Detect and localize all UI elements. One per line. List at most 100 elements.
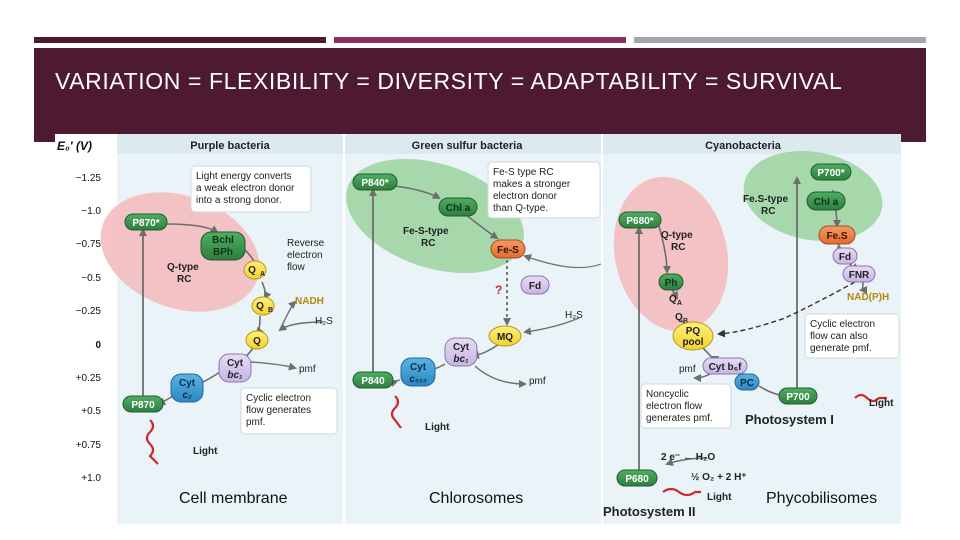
title-banner — [34, 48, 926, 142]
green-note: electron donor — [493, 191, 558, 202]
green-rc-label: Fe-S-type — [403, 226, 449, 237]
p680-label: P680 — [625, 474, 649, 485]
green-sulfur-group: P840* Chl a Fe-S type RC makes a stronge… — [346, 158, 602, 433]
ps1-light-wave — [854, 393, 887, 403]
fnr-label: FNR — [849, 270, 870, 281]
p870-label: P870 — [131, 400, 155, 411]
cyt-c553-label: Cyt — [410, 362, 427, 373]
y-tick: −1.0 — [81, 206, 101, 217]
y-axis: E₀′ (V) −1.25 −1.0 −0.75 −0.5 −0.25 0 +0… — [57, 139, 101, 484]
photosystem-i-label: Photosystem I — [745, 412, 834, 427]
y-tick: −1.25 — [76, 173, 102, 184]
cyano-pmf-label: pmf — [679, 364, 696, 375]
y-tick: 0 — [95, 340, 101, 351]
p680-star-label: P680* — [626, 216, 653, 227]
nadph-label: NAD(P)H — [847, 292, 889, 303]
oxygen-label: ½ O₂ + 2 H⁺ — [691, 472, 747, 483]
photosynthesis-electron-flow-diagram: Purple bacteria Green sulfur bacteria Cy… — [55, 134, 901, 524]
purple-light-wave — [145, 419, 159, 465]
y-tick: −0.25 — [76, 306, 102, 317]
caption-cell-membrane: Cell membrane — [179, 490, 288, 507]
cyt-c2-label: Cyt — [179, 378, 196, 389]
cyt-bc1-label: bc₁ — [227, 370, 243, 381]
green-cyt-bc1-label: Cyt — [453, 342, 470, 353]
nadh-label: NADH — [295, 296, 324, 307]
green-fd-label: Fd — [529, 281, 541, 292]
y-tick: +0.25 — [76, 373, 102, 384]
q-pool-label: Q — [253, 336, 261, 347]
cyano-qa-subscript: A — [677, 300, 682, 307]
mq-label: MQ — [497, 332, 513, 343]
noncyclic-note: electron flow — [646, 401, 703, 412]
green-fes-label: Fe-S — [497, 245, 519, 256]
caption-chlorosomes: Chlorosomes — [429, 490, 524, 507]
y-tick: −0.75 — [76, 239, 102, 250]
cyano-rc-label: RC — [671, 242, 685, 253]
purple-pmf-label: pmf — [299, 364, 316, 375]
cyano-qa-label: Q — [669, 294, 677, 305]
purple-h2s-label: H₂S — [315, 316, 333, 327]
cyt-c2-label: c₂ — [182, 390, 192, 401]
cyt-b6f-label: Cyt b₆f — [709, 362, 743, 373]
purple-rc-label: RC — [177, 274, 191, 285]
y-tick: −0.5 — [81, 273, 101, 284]
bph-label: BPh — [213, 247, 233, 258]
purple-heading: Purple bacteria — [190, 140, 270, 152]
purple-note-1: a weak electron donor — [196, 183, 295, 194]
green-light-label: Light — [425, 422, 450, 433]
cyclic-note: flow can also — [810, 331, 868, 342]
cyano-fes-rc-label: Fe.S-type — [743, 194, 788, 205]
bchl-label: Bchl — [212, 235, 234, 246]
green-note: than Q-type. — [493, 203, 548, 214]
accent-bar-2 — [334, 37, 626, 43]
purple-note-1: Light energy converts — [196, 171, 292, 182]
question-mark: ? — [495, 283, 502, 297]
green-pmf-label: pmf — [529, 376, 546, 387]
cyt-bc1-label: Cyt — [227, 358, 244, 369]
y-tick: +0.5 — [81, 406, 101, 417]
purple-bacteria-group: Light energy converts a weak electron do… — [100, 165, 338, 465]
qb-subscript: B — [268, 307, 273, 314]
pc-label: PC — [740, 378, 754, 389]
pq-pool-label: PQ — [686, 326, 701, 337]
qb-label: Q — [256, 301, 264, 312]
p840-label: P840 — [361, 376, 385, 387]
caption-phycobilisomes: Phycobilisomes — [766, 490, 878, 507]
reverse-flow-label: Reverse — [287, 238, 325, 249]
cyano-fes-label: Fe.S — [826, 231, 847, 242]
cyclic-note: Cyclic electron — [810, 319, 875, 330]
ph-label: Ph — [665, 278, 678, 289]
green-h2s-label: H₂S — [565, 310, 583, 321]
accent-bar-3 — [634, 37, 926, 43]
cyano-fd-label: Fd — [839, 252, 851, 263]
qa-label: Q — [248, 265, 256, 276]
cyano-heading: Cyanobacteria — [705, 140, 782, 152]
y-tick: +0.75 — [76, 440, 102, 451]
purple-note-2: pmf. — [246, 417, 265, 428]
accent-bar-1 — [34, 37, 326, 43]
qa-subscript: A — [260, 271, 265, 278]
slide-title: VARIATION = FLEXIBILITY = DIVERSITY = AD… — [55, 68, 843, 94]
green-rc-label: RC — [421, 238, 435, 249]
purple-rc-label: Q-type — [167, 262, 199, 273]
p700-label: P700 — [786, 392, 810, 403]
photosystem-ii-label: Photosystem II — [603, 504, 695, 519]
cyano-qb-subscript: B — [683, 318, 688, 325]
cyano-chla-label: Chl a — [814, 197, 839, 208]
purple-light-label: Light — [193, 446, 218, 457]
green-heading: Green sulfur bacteria — [412, 140, 524, 152]
ps1-light-label: Light — [869, 398, 894, 409]
cyclic-note: generate pmf. — [810, 343, 872, 354]
pq-pool-label: pool — [682, 337, 703, 348]
cyanobacteria-group: P700* Fe.S-type RC Chl a Fe.S Fd FNR NAD… — [603, 150, 900, 519]
purple-note-2: flow generates — [246, 405, 311, 416]
p700-star-label: P700* — [817, 168, 844, 179]
ps2-light-label: Light — [707, 492, 732, 503]
cyano-rc-label: Q-type — [661, 230, 693, 241]
y-axis-label: E₀′ (V) — [57, 139, 92, 153]
noncyclic-note: Noncyclic — [646, 389, 689, 400]
p840-star-label: P840* — [361, 178, 388, 189]
cyano-qb-label: Q — [675, 312, 683, 323]
reverse-flow-label: electron — [287, 250, 323, 261]
green-note: makes a stronger — [493, 179, 571, 190]
